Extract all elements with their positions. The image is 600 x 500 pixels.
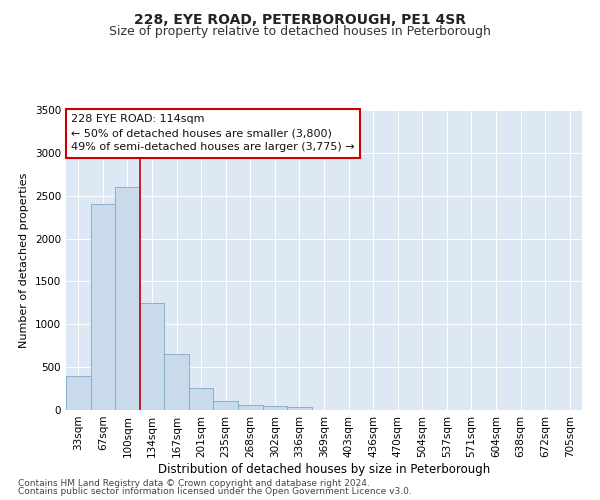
Bar — [140, 303, 164, 410]
X-axis label: Distribution of detached houses by size in Peterborough: Distribution of detached houses by size … — [158, 462, 490, 475]
Bar — [91, 204, 115, 410]
Text: Size of property relative to detached houses in Peterborough: Size of property relative to detached ho… — [109, 25, 491, 38]
Bar — [238, 405, 263, 410]
Text: Contains public sector information licensed under the Open Government Licence v3: Contains public sector information licen… — [18, 487, 412, 496]
Bar — [115, 187, 140, 410]
Text: 228, EYE ROAD, PETERBOROUGH, PE1 4SR: 228, EYE ROAD, PETERBOROUGH, PE1 4SR — [134, 12, 466, 26]
Bar — [164, 354, 189, 410]
Bar — [66, 376, 91, 410]
Text: Contains HM Land Registry data © Crown copyright and database right 2024.: Contains HM Land Registry data © Crown c… — [18, 478, 370, 488]
Bar — [189, 388, 214, 410]
Text: 228 EYE ROAD: 114sqm
← 50% of detached houses are smaller (3,800)
49% of semi-de: 228 EYE ROAD: 114sqm ← 50% of detached h… — [71, 114, 355, 152]
Bar — [263, 406, 287, 410]
Bar — [287, 406, 312, 410]
Bar — [214, 401, 238, 410]
Y-axis label: Number of detached properties: Number of detached properties — [19, 172, 29, 348]
